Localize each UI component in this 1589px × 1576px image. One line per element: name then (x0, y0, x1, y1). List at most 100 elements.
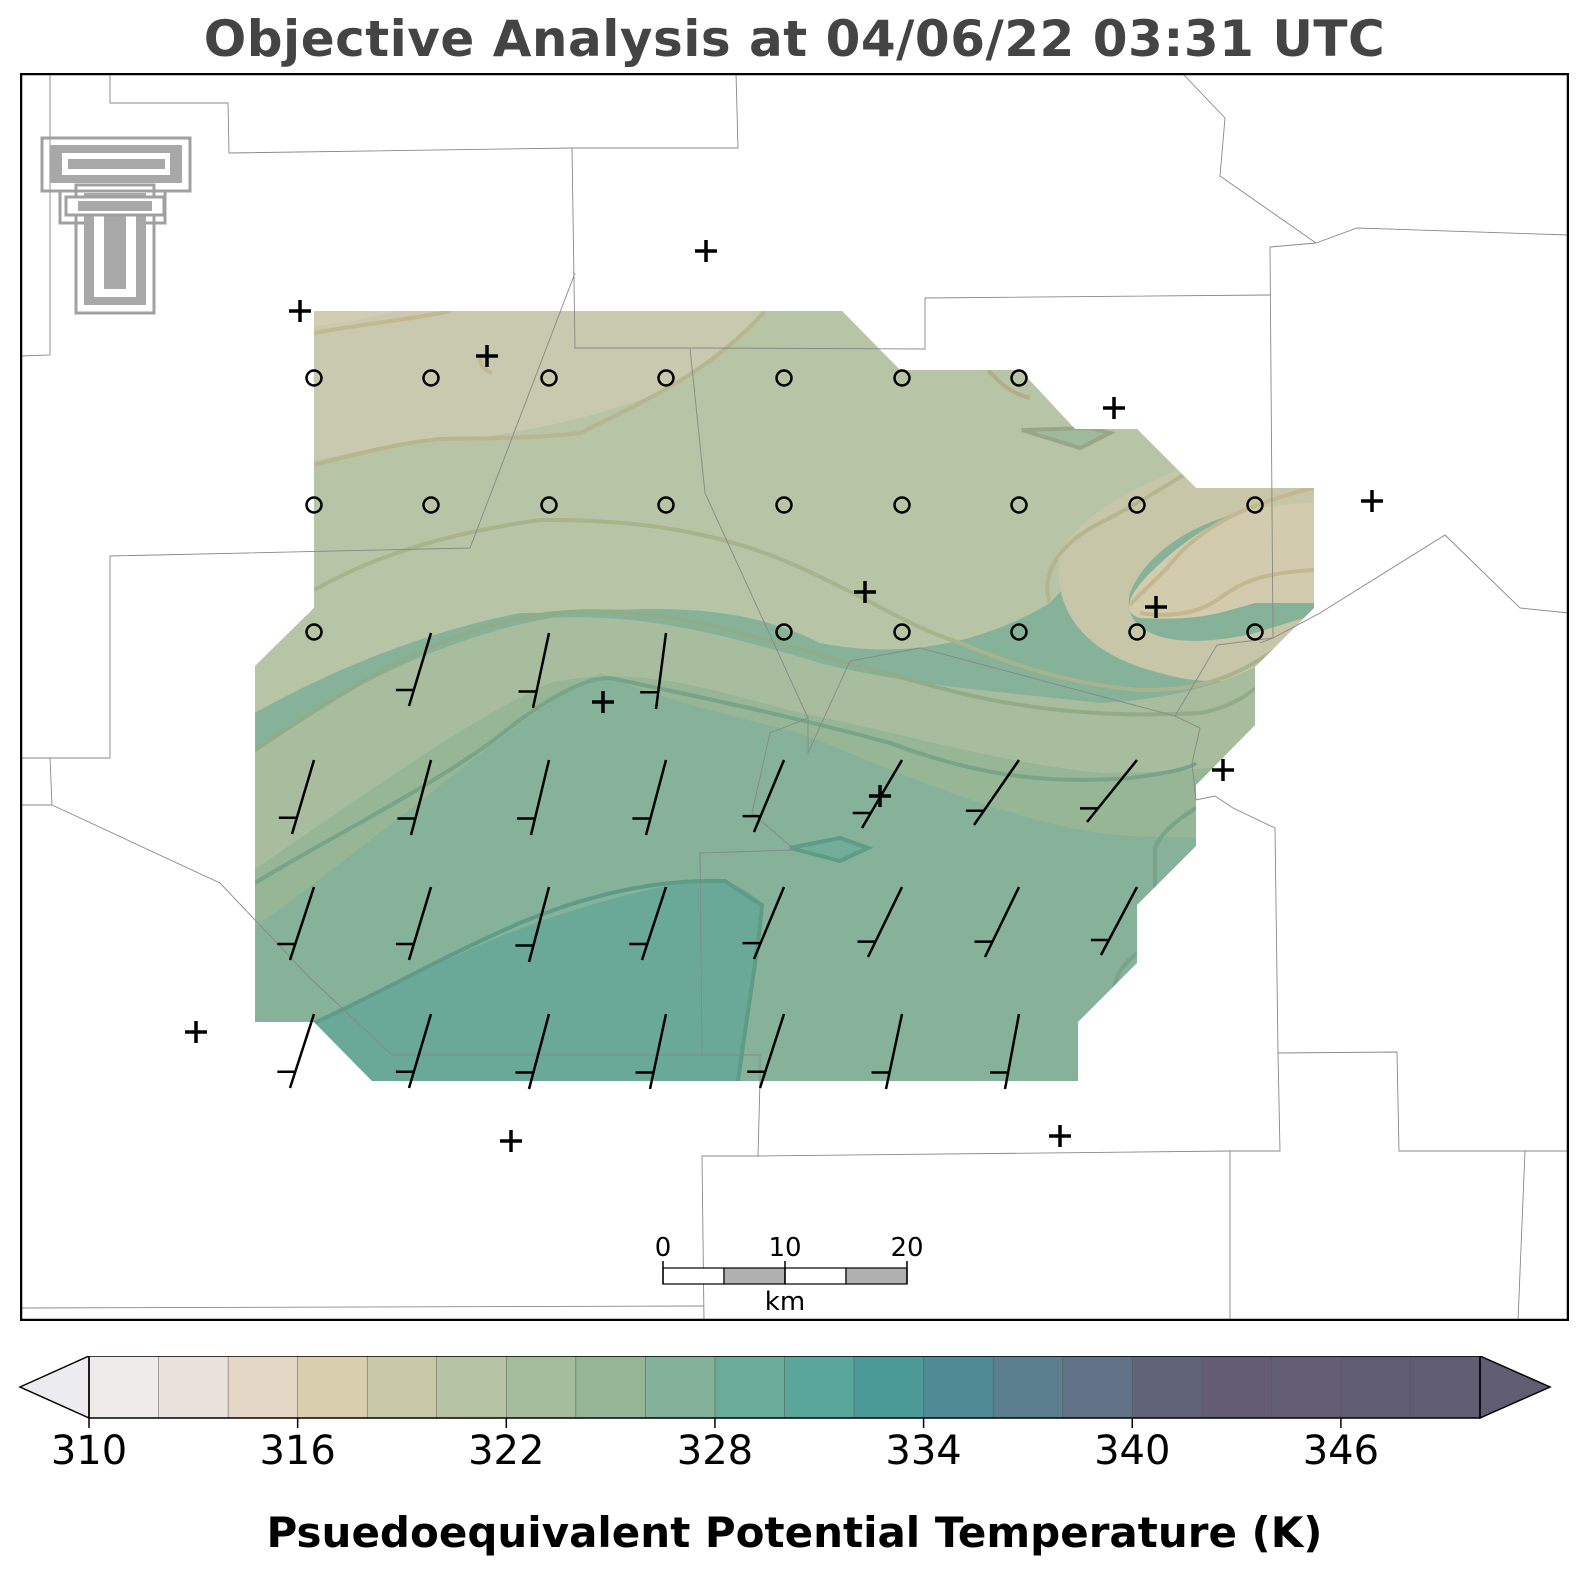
colorbar-cell (645, 1356, 716, 1418)
colorbar-extend-low (18, 1356, 90, 1420)
map-border (20, 73, 1569, 1321)
calm-circle (893, 623, 911, 641)
calm-circle (893, 496, 911, 514)
colorbar-tick-label: 346 (1303, 1428, 1379, 1474)
colorbar-tick-label: 316 (259, 1428, 335, 1474)
colorbar-cell (923, 1356, 994, 1418)
wind-barb (277, 1013, 316, 1089)
wind-barb (278, 759, 316, 835)
colorbar-cell (367, 1356, 438, 1418)
calm-circle (1246, 623, 1264, 641)
colorbar-tick-label: 334 (885, 1428, 961, 1474)
colorbar-cell (993, 1356, 1064, 1418)
colorbar-cell (854, 1356, 925, 1418)
calm-circle (775, 623, 793, 641)
station-plus-marker (1361, 490, 1383, 512)
colorbar-cell (1132, 1356, 1203, 1418)
colorbar-cell (1271, 1356, 1342, 1418)
wind-barb (515, 1013, 551, 1090)
wind-barb (965, 759, 1021, 826)
wind-barb (871, 1013, 904, 1090)
colorbar-cell (784, 1356, 855, 1418)
calm-circle (1010, 369, 1028, 387)
wind-barb (742, 886, 786, 960)
station-plus-marker (592, 691, 614, 713)
map-title: Objective Analysis at 04/06/22 03:31 UTC (203, 10, 1386, 68)
colorbar-cell (89, 1356, 160, 1418)
scale-label-0: 0 (655, 1233, 672, 1263)
colorbar-tick-label: 340 (1094, 1428, 1170, 1474)
map-panel: 0 10 20 km (20, 73, 1569, 1321)
wind-barb (397, 759, 433, 836)
scale-unit: km (765, 1287, 805, 1317)
wind-barb (852, 759, 904, 829)
calm-circle (893, 369, 911, 387)
colorbar-cell (158, 1356, 229, 1418)
station-plus-marker (476, 345, 498, 367)
wind-barb (518, 632, 551, 709)
calm-circle (540, 496, 558, 514)
colorbar-cell (436, 1356, 507, 1418)
wind-barb (742, 759, 786, 833)
colorbar-cell (1340, 1356, 1411, 1418)
calm-circle (1010, 623, 1028, 641)
colorbar-tick-label: 328 (677, 1428, 753, 1474)
wind-barb (1090, 886, 1139, 956)
calm-circle (1128, 623, 1146, 641)
scale-bar: 0 10 20 km (655, 1233, 924, 1317)
wind-barb (515, 886, 551, 963)
calm-circle (305, 623, 323, 641)
colorbar-cell (575, 1356, 646, 1418)
colorbar-cell (1201, 1356, 1272, 1418)
wind-barb (395, 632, 433, 707)
wind-barb (277, 886, 316, 961)
calm-circle (422, 496, 440, 514)
wind-barb (635, 1013, 668, 1090)
calm-circle (775, 496, 793, 514)
wind-barbs (277, 632, 1139, 1090)
colorbar-cell (1410, 1356, 1481, 1418)
colorbar-cell (714, 1356, 785, 1418)
calm-circle (305, 369, 323, 387)
calm-circle (775, 369, 793, 387)
colorbar-extend-high (1479, 1356, 1552, 1420)
calm-circle (657, 496, 675, 514)
colorbar-label: Psuedoequivalent Potential Temperature (… (266, 1508, 1323, 1557)
colorbar: 310 316 322 328 334 340 346 (18, 1356, 1552, 1474)
calm-circle (1128, 496, 1146, 514)
station-plus-marker (185, 1021, 207, 1043)
scale-label-10: 10 (768, 1233, 801, 1263)
wind-barb (747, 1013, 786, 1089)
station-plus-marker (500, 1130, 522, 1152)
colorbar-tick-label: 322 (468, 1428, 544, 1474)
scale-label-20: 20 (890, 1233, 923, 1263)
colorbar-cell (228, 1356, 299, 1418)
calm-circle (305, 496, 323, 514)
wind-barb (974, 886, 1021, 958)
texas-tech-logo (40, 136, 192, 315)
station-plus-marker (1049, 1125, 1071, 1147)
wind-barb (640, 632, 668, 710)
analysis-field (255, 311, 1314, 1081)
calm-circle (657, 369, 675, 387)
station-plus-marker (1145, 596, 1167, 618)
station-plus-marker (1212, 759, 1234, 781)
station-plus-marker (854, 581, 876, 603)
calm-wind-markers (305, 369, 1264, 641)
county-boundaries (20, 73, 1569, 1321)
wind-barb (990, 1013, 1021, 1090)
calm-circle (1010, 496, 1028, 514)
colorbar-cell (297, 1356, 368, 1418)
station-plus-marker (289, 300, 311, 322)
wind-barb (516, 759, 551, 836)
calm-circle (422, 369, 440, 387)
colorbar-cell (506, 1356, 577, 1418)
station-plus-marker (695, 240, 717, 262)
wind-barb (629, 886, 668, 961)
wind-barb (395, 886, 433, 961)
wind-barb (395, 1013, 433, 1089)
calm-circle (540, 369, 558, 387)
wind-barb (632, 759, 668, 836)
station-plus-marker (1103, 397, 1125, 419)
calm-circle (1246, 496, 1264, 514)
